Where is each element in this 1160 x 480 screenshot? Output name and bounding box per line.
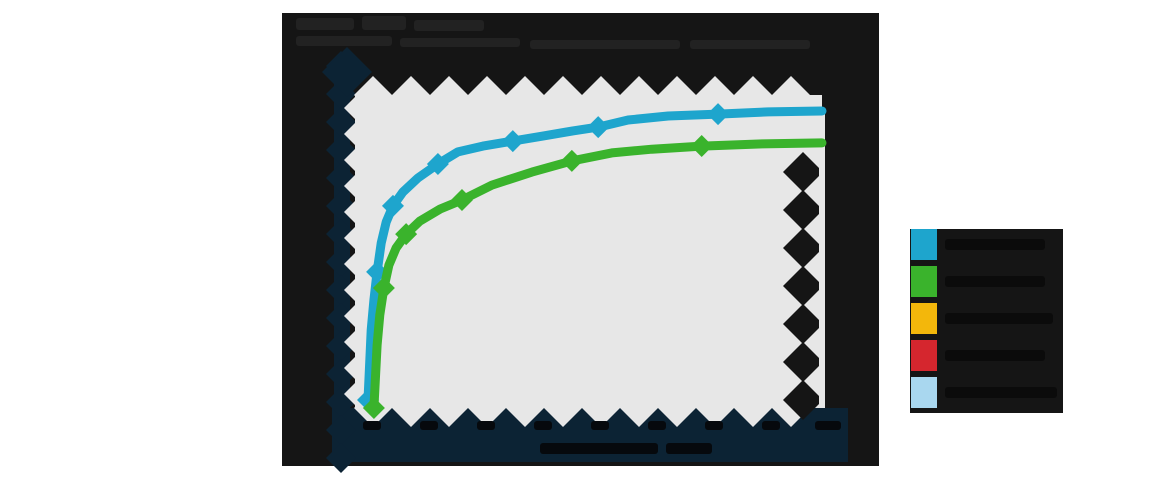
panel-left-tooth xyxy=(344,199,370,225)
panel-left-tooth xyxy=(344,251,370,277)
panel-right-diamond xyxy=(783,266,823,306)
panel-bottom-tooth xyxy=(696,389,734,427)
panel-top-tooth xyxy=(582,76,620,114)
panel-top-tooth xyxy=(544,76,582,114)
panel-bottom-tooth xyxy=(734,389,772,427)
legend-swatch-2 xyxy=(911,266,937,297)
legend-swatch-3 xyxy=(911,303,937,334)
legend-label-illegible-blob xyxy=(945,239,1045,250)
series-marker-1 xyxy=(587,116,610,139)
legend-swatch-5 xyxy=(911,377,937,408)
panel-left-tooth xyxy=(344,277,370,303)
panel-top-tooth xyxy=(772,76,810,114)
series-marker-2 xyxy=(450,188,473,211)
x-tick-label-blob xyxy=(648,421,666,430)
legend-label-illegible-blob xyxy=(945,387,1057,398)
panel-right-diamond xyxy=(783,304,823,344)
series-marker-2 xyxy=(395,223,418,246)
panel-right-diamond xyxy=(783,380,823,420)
legend-swatch-1 xyxy=(911,229,937,260)
chart-title-illegible-blob xyxy=(296,36,392,46)
x-axis-title-blob xyxy=(666,443,712,454)
x-tick-label-blob xyxy=(363,421,381,430)
panel-right-edge xyxy=(819,108,825,408)
x-tick-label-blob xyxy=(420,421,438,430)
y-axis-band-tooth xyxy=(326,247,356,277)
panel-bottom-tooth xyxy=(468,389,506,427)
x-tick-label-blob xyxy=(705,421,723,430)
panel-top-tooth xyxy=(430,76,468,114)
x-tick-label-blob xyxy=(815,421,841,430)
x-tick-label-blob xyxy=(762,421,780,430)
chart-title-illegible-blob xyxy=(414,20,484,31)
chart-title-illegible-blob xyxy=(530,40,680,49)
panel-top-tooth xyxy=(658,76,696,114)
x-tick-label-blob xyxy=(591,421,609,430)
y-axis-band-tooth xyxy=(326,443,356,473)
panel-left-tooth xyxy=(344,95,370,121)
y-axis-top-diamond xyxy=(322,47,372,97)
panel-bottom-tooth xyxy=(658,389,696,427)
panel-left-tooth xyxy=(344,329,370,355)
panel-left-tooth xyxy=(344,121,370,147)
panel-left-tooth xyxy=(344,173,370,199)
panel-top-tooth xyxy=(734,76,772,114)
x-axis-title-blob xyxy=(540,443,658,454)
panel-top-tooth xyxy=(696,76,734,114)
series-marker-2 xyxy=(362,397,385,419)
legend-label-illegible-blob xyxy=(945,313,1053,324)
series-marker-1 xyxy=(707,103,730,126)
series-marker-1 xyxy=(501,130,524,153)
panel-left-tooth xyxy=(344,225,370,251)
panel-bottom-tooth xyxy=(506,389,544,427)
panel-bottom-tooth xyxy=(392,389,430,427)
panel-top-tooth xyxy=(468,76,506,114)
panel-bottom-tooth xyxy=(544,389,582,427)
panel-top-tooth xyxy=(620,76,658,114)
series-marker-2 xyxy=(560,149,583,172)
series-marker-2 xyxy=(690,135,713,158)
panel-left-tooth xyxy=(344,355,370,381)
panel-left-tooth xyxy=(344,147,370,173)
panel-top-tooth xyxy=(392,76,430,114)
x-tick-label-blob xyxy=(534,421,552,430)
legend-label-illegible-blob xyxy=(945,276,1045,287)
x-tick-label-blob xyxy=(477,421,495,430)
panel-bottom-tooth xyxy=(582,389,620,427)
panel-right-diamond xyxy=(783,152,823,192)
panel-bottom-tooth xyxy=(430,389,468,427)
panel-right-diamond xyxy=(783,342,823,382)
series-marker-1 xyxy=(426,153,449,176)
chart-title-illegible-blob xyxy=(690,40,810,49)
panel-top-tooth xyxy=(506,76,544,114)
y-axis-band-tooth xyxy=(326,415,356,445)
y-axis-band-tooth xyxy=(326,275,356,305)
y-axis-band-tooth xyxy=(326,303,356,333)
panel-bottom-tooth xyxy=(620,389,658,427)
series-marker-1 xyxy=(381,194,404,217)
legend-label-illegible-blob xyxy=(945,350,1045,361)
legend-swatch-4 xyxy=(911,340,937,371)
series-marker-2 xyxy=(372,277,395,300)
chart-title-illegible-blob xyxy=(400,38,520,47)
panel-right-diamond xyxy=(783,228,823,268)
chart-title-illegible-blob xyxy=(362,16,406,30)
chart-title-illegible-blob xyxy=(296,18,354,30)
panel-right-diamond xyxy=(783,190,823,230)
panel-left-tooth xyxy=(344,303,370,329)
